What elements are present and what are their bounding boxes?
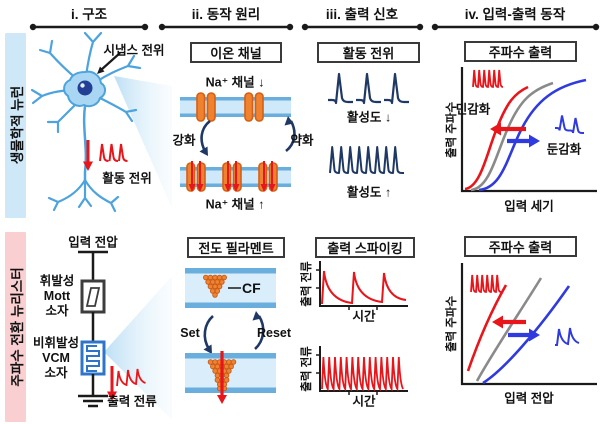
activity-low-label: 활성도 ↓ <box>346 110 392 125</box>
mott-device-symbol <box>80 279 106 314</box>
synapse-arrow-icon <box>97 52 121 74</box>
spike-train-sparse-navy <box>328 72 409 105</box>
y-axis-label-spiking-2: 출력 전류 <box>301 346 313 392</box>
spiking-chart-dense <box>316 346 408 395</box>
row-band-bio <box>5 33 26 218</box>
output-current-label: 출력 전류 <box>107 394 157 409</box>
row-label-bio: 생물학적 뉴런 <box>10 85 25 165</box>
row-band-neuristor <box>5 232 26 422</box>
mott-device-label: 휘발성 Mott 소자 <box>39 273 75 318</box>
reset-label: Reset <box>256 326 292 340</box>
synapse-potential-label: 시냅스 전위 <box>103 43 165 58</box>
output-current-spikes <box>116 368 146 387</box>
spike-glyph-red-dense <box>470 274 502 293</box>
zoom-beam-bio <box>114 76 172 208</box>
spiking-chart-sparse <box>316 261 408 310</box>
conductive-filament-title-box: 전도 필라멘트 <box>187 237 285 258</box>
y-axis-label-spiking-1: 출력 전류 <box>301 261 313 307</box>
ground-icon <box>78 394 108 408</box>
vcm-device-label: 비휘발성 VCM 소자 <box>32 335 80 380</box>
strengthen-label: 강화 <box>172 133 196 148</box>
spike-train-dense-navy <box>329 146 404 174</box>
header-rules <box>29 23 600 31</box>
row-label-neuristor: 주파수 전환 뉴리스터 <box>10 267 25 387</box>
weaken-label: 약화 <box>290 133 314 148</box>
zoom-beam-neuristor <box>104 276 172 420</box>
action-potential-title-box: 활동 전위 <box>317 42 420 63</box>
column-header-io: iv. 입력-출력 동작 <box>464 7 566 22</box>
device-set-state <box>185 351 276 404</box>
membrane-high-channels <box>180 161 291 192</box>
frequency-output-title-box-bio: 주파수 출력 <box>464 41 577 62</box>
output-spiking-title-box: 출력 스파이킹 <box>315 237 415 258</box>
membrane-low-channels <box>180 92 291 122</box>
action-potential-arrow-icon <box>83 140 128 171</box>
desensitization-label: 둔감화 <box>546 142 582 157</box>
cf-label: CF <box>242 280 261 296</box>
spike-glyph-red-dense <box>472 69 504 88</box>
action-potential-label: 활동 전위 <box>102 171 152 186</box>
na-channel-up-label: Na⁺ 채널 ↑ <box>205 197 265 212</box>
plasticity-cycle-arrows <box>199 116 296 156</box>
io-chart-bio <box>460 67 597 193</box>
device-reset-state <box>185 268 276 308</box>
input-voltage-label: 입력 전압 <box>68 235 118 250</box>
ion-channel-title-box: 이온 채널 <box>190 42 282 63</box>
io-chart-neuristor <box>460 263 597 386</box>
x-axis-label-time-1: 시간 <box>352 309 376 324</box>
sensitization-label: 민감화 <box>455 102 491 117</box>
frequency-output-title-box-neuristor: 주파수 출력 <box>464 236 577 257</box>
spike-glyph-blue-sparse <box>555 327 580 346</box>
neuron-illustration <box>30 31 142 213</box>
nucleus <box>77 80 93 96</box>
spike-glyph-blue-sparse <box>555 115 584 134</box>
neuristor-circuit <box>78 250 146 408</box>
activity-high-label: 활성도 ↑ <box>346 185 392 200</box>
column-header-principle: ii. 동작 원리 <box>191 7 261 22</box>
set-reset-cycle-arrows <box>203 311 265 354</box>
y-axis-label-neuristor: 출력 주파수 <box>446 295 458 353</box>
x-axis-label-time-2: 시간 <box>352 394 376 409</box>
set-label: Set <box>180 326 200 340</box>
na-channel-down-label: Na⁺ 채널 ↓ <box>205 75 265 90</box>
column-header-signal: iii. 출력 신호 <box>325 7 399 22</box>
x-axis-label-bio: 입력 세기 <box>504 199 554 214</box>
column-header-structure: i. 구조 <box>70 7 108 22</box>
x-axis-label-neuristor: 입력 전압 <box>504 391 554 406</box>
